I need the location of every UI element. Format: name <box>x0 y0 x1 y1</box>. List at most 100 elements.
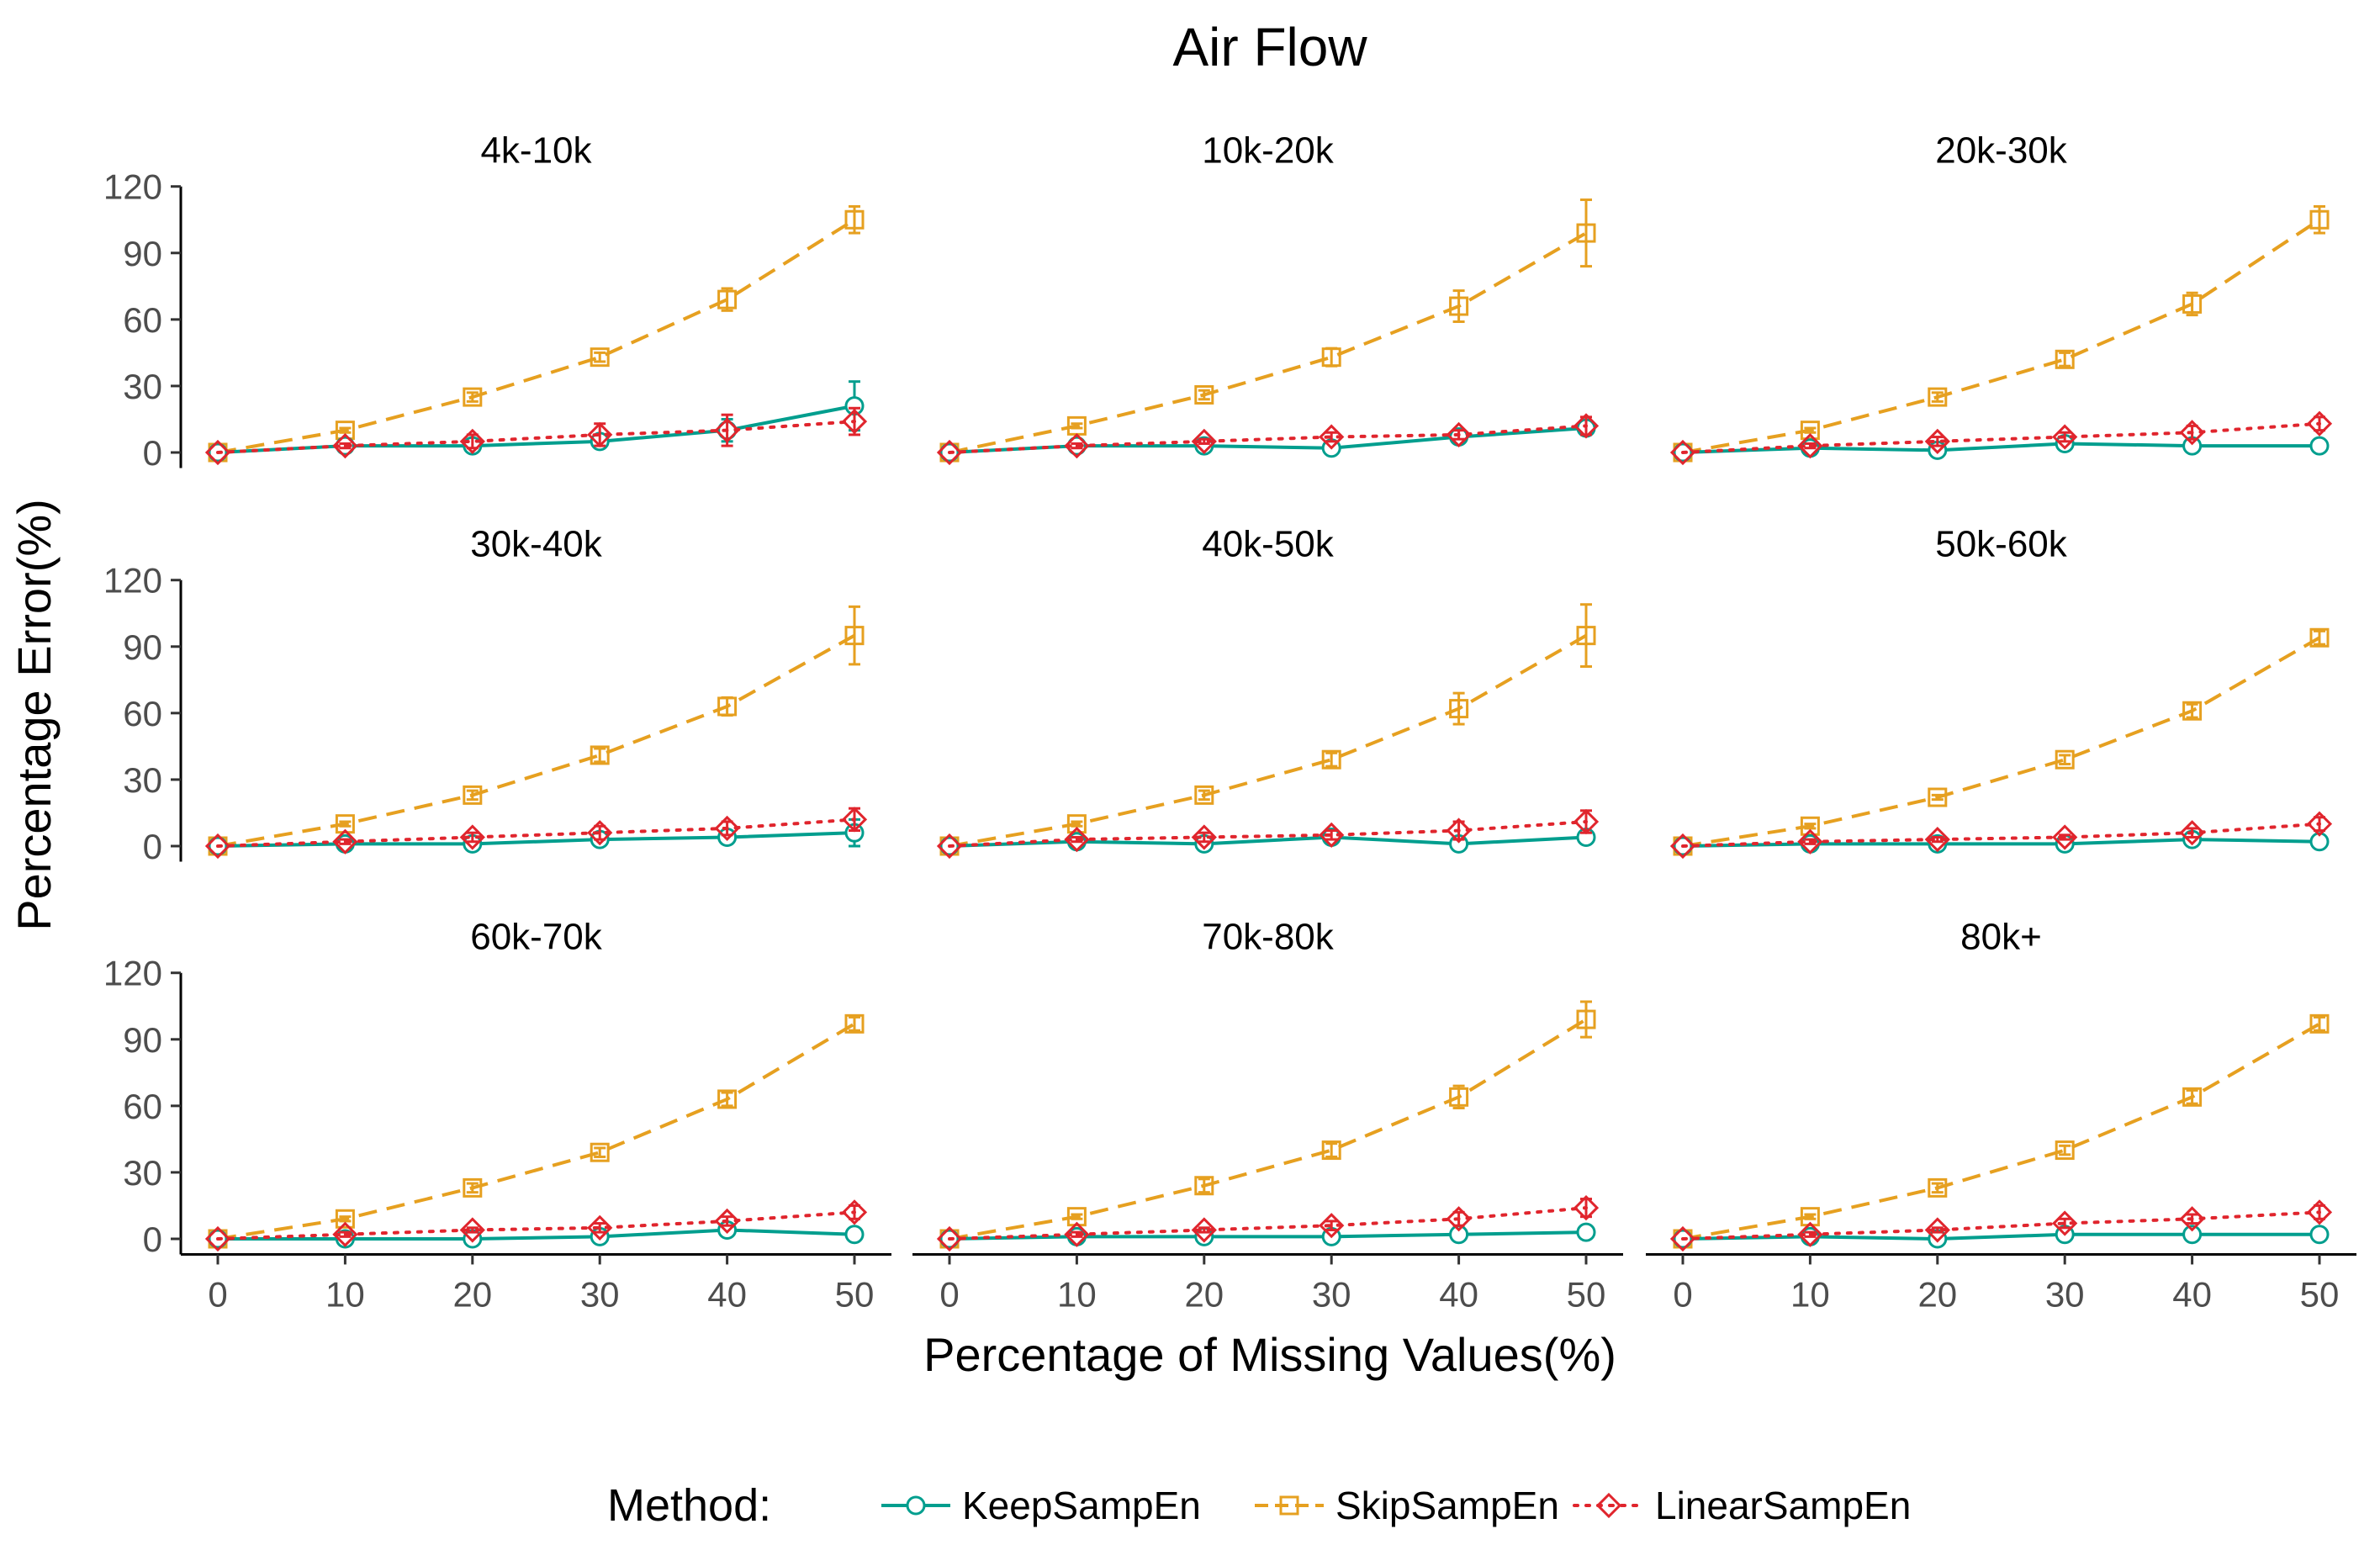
data-point <box>714 815 740 842</box>
series-LinearSampEn <box>936 1194 1600 1252</box>
x-tick-label: 30 <box>1312 1274 1351 1314</box>
panel-title: 70k-80k <box>1202 917 1335 958</box>
x-tick-label: 0 <box>208 1274 227 1314</box>
data-point <box>204 439 231 466</box>
panel-title: 40k-50k <box>1202 524 1335 565</box>
data-point <box>332 432 358 459</box>
x-tick-label: 0 <box>939 1274 959 1314</box>
data-point <box>1194 785 1214 805</box>
panel-title: 4k-10k <box>480 130 592 172</box>
data-point <box>844 626 865 646</box>
series-line <box>216 817 856 848</box>
data-point <box>2179 420 2205 446</box>
data-point <box>717 696 738 717</box>
legend-swatch-marker <box>1595 1492 1622 1519</box>
data-point <box>459 428 485 454</box>
series-LinearSampEn <box>204 807 868 860</box>
y-tick-label: 60 <box>123 300 162 340</box>
data-point <box>1194 384 1214 405</box>
data-point <box>1446 817 1472 844</box>
y-tick-label: 120 <box>103 561 162 601</box>
data-point <box>204 833 231 860</box>
data-point <box>1321 347 1341 368</box>
series-line <box>948 1206 1588 1241</box>
series-LinearSampEn <box>1669 811 2333 860</box>
legend: Method: KeepSampEn SkipSampEn LinearSampEn <box>607 1480 1911 1531</box>
data-point <box>841 1199 868 1225</box>
data-point <box>1928 387 1948 407</box>
x-tick-label: 50 <box>2300 1274 2340 1314</box>
panel-title: 80k+ <box>1960 917 2042 958</box>
x-tick-label: 40 <box>2172 1274 2212 1314</box>
series-LinearSampEn <box>204 406 868 466</box>
data-point <box>2309 209 2330 230</box>
x-tick-label: 10 <box>325 1274 365 1314</box>
data-point <box>590 1142 610 1162</box>
data-point <box>1797 1221 1823 1247</box>
legend-title: Method: <box>607 1480 771 1531</box>
data-point <box>936 833 963 860</box>
data-point <box>1446 421 1472 448</box>
series-line <box>218 1228 855 1241</box>
data-point <box>936 439 963 466</box>
series-LinearSampEn <box>1669 410 2333 466</box>
data-point <box>1576 1222 1596 1242</box>
x-tick-label: 40 <box>1439 1274 1478 1314</box>
series-line <box>1682 442 2319 454</box>
data-point <box>1449 699 1469 719</box>
data-point <box>1797 828 1823 855</box>
series-KeepSampEn <box>1673 1225 2330 1249</box>
data-point <box>1319 822 1345 848</box>
data-point <box>2052 824 2078 850</box>
data-point <box>204 1225 231 1252</box>
data-point <box>2306 410 2333 437</box>
data-point <box>463 1177 483 1198</box>
series-SkipSampEn <box>939 1000 1596 1249</box>
series-line <box>217 633 855 848</box>
series-SkipSampEn <box>939 603 1596 856</box>
data-point <box>1191 1217 1217 1243</box>
legend-item-SkipSampEn: SkipSampEn <box>1255 1484 1559 1527</box>
data-point <box>2306 1199 2333 1225</box>
data-point <box>2052 1210 2078 1236</box>
data-point <box>459 824 485 850</box>
panel-50k-60k: 50k-60k <box>1669 524 2333 860</box>
y-tick-label: 30 <box>123 367 162 406</box>
data-point <box>1928 1177 1948 1198</box>
data-point <box>2055 749 2075 770</box>
x-tick-label: 40 <box>707 1274 747 1314</box>
panel-title: 20k-30k <box>1935 130 2068 172</box>
x-tick-label: 0 <box>1673 1274 1692 1314</box>
data-point <box>844 209 865 230</box>
x-tick-label: 50 <box>835 1274 875 1314</box>
data-point <box>841 408 868 435</box>
data-point <box>2179 1206 2205 1232</box>
data-point <box>936 1225 963 1252</box>
panel-title: 50k-60k <box>1935 524 2068 565</box>
panel-70k-80k: 70k-80k 0 10 20 30 40 50 <box>912 917 1623 1314</box>
data-point <box>844 1225 865 1245</box>
data-point <box>1928 787 1948 807</box>
data-point <box>2309 436 2330 456</box>
data-point <box>2179 820 2205 846</box>
data-point <box>1669 833 1696 860</box>
data-point <box>717 289 738 310</box>
data-point <box>1573 808 1600 835</box>
series-line <box>216 420 856 454</box>
series-LinearSampEn <box>1669 1199 2333 1252</box>
series-KeepSampEn <box>939 827 1596 856</box>
chart-title: Air Flow <box>1172 17 1367 77</box>
panel-80k+: 80k+ 0 10 20 30 40 50 <box>1646 917 2356 1314</box>
series-line <box>949 231 1587 454</box>
series-SkipSampEn <box>208 605 865 856</box>
series-line <box>217 831 855 848</box>
series-line <box>949 633 1587 848</box>
y-tick-label: 120 <box>103 167 162 207</box>
data-point <box>1669 1225 1696 1252</box>
x-tick-label: 30 <box>580 1274 620 1314</box>
series-line <box>1682 1232 2319 1241</box>
data-point <box>1321 1140 1341 1161</box>
series-line <box>1681 822 2321 848</box>
data-point <box>2182 1087 2203 1107</box>
